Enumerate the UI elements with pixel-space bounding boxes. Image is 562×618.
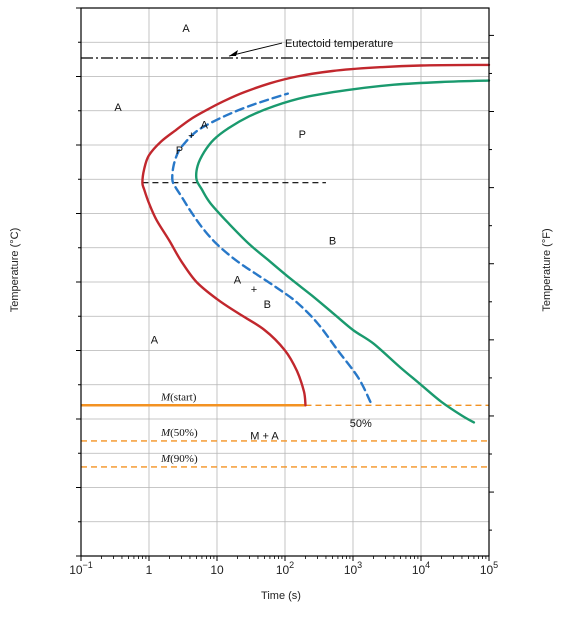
martensite-symbol: M — [160, 391, 171, 403]
martensite-qualifier: (start) — [170, 391, 197, 403]
martensite-m90-label: M(90%) — [160, 453, 198, 465]
martensite-start-label: M(start) — [160, 391, 197, 403]
labels-layer: 10−1 1 10 102 103 104 105M(start)M(50%)M(90%)E… — [69, 23, 498, 577]
x-tick-label: 105 — [480, 560, 498, 577]
x-tick-base: 10 — [276, 563, 290, 577]
region-label: 50% — [350, 418, 372, 430]
region-label: P — [176, 145, 183, 157]
x-tick-label: 10 — [210, 563, 224, 577]
eutectoid-pointer-arrowhead — [229, 50, 238, 56]
grid-layer — [80, 8, 490, 556]
region-label: A — [234, 274, 242, 286]
x-tick-exponent: 4 — [425, 560, 430, 570]
martensite-symbol: M — [160, 427, 171, 439]
x-tick-exponent: −1 — [83, 560, 93, 570]
left-y-axis-title: Temperature (°C) — [9, 228, 21, 312]
x-tick-exponent: 2 — [289, 560, 294, 570]
x-tick-base: 10 — [69, 563, 83, 577]
martensite-qualifier: (50%) — [170, 427, 198, 439]
x-tick-base: 1 — [146, 563, 153, 577]
x-tick-base: 10 — [480, 563, 494, 577]
x-tick-label: 10−1 — [69, 560, 93, 577]
region-label: P — [299, 129, 306, 141]
lines-layer — [81, 57, 491, 468]
region-label: A — [201, 120, 209, 132]
x-tick-label: 102 — [276, 560, 294, 577]
x-tick-base: 10 — [412, 563, 426, 577]
region-label: B — [329, 235, 336, 247]
martensite-symbol: M — [160, 453, 171, 465]
right-y-axis-title: Temperature (°F) — [541, 228, 553, 311]
region-label: B — [264, 299, 271, 311]
x-tick-exponent: 3 — [357, 560, 362, 570]
region-label: A — [151, 335, 159, 347]
eutectoid-pointer-line — [228, 42, 283, 57]
x-tick-label: 103 — [344, 560, 362, 577]
region-label: A — [182, 23, 190, 35]
region-label: + — [251, 284, 257, 296]
region-label: + — [188, 130, 194, 142]
axes-layer — [76, 7, 494, 561]
martensite-qualifier: (90%) — [170, 453, 198, 465]
x-tick-label: 1 — [146, 563, 153, 577]
x-tick-base: 10 — [210, 563, 224, 577]
x-tick-label: 104 — [412, 560, 430, 577]
x-axis-title: Time (s) — [261, 590, 301, 602]
curve-start — [141, 63, 491, 407]
curve-50pct — [171, 92, 372, 404]
x-tick-base: 10 — [344, 563, 358, 577]
region-label: M + A — [250, 431, 279, 443]
martensite-m50-label: M(50%) — [160, 427, 198, 439]
curve-end — [195, 79, 491, 424]
region-label: A — [114, 102, 122, 114]
x-tick-exponent: 5 — [493, 560, 498, 570]
eutectoid-label: Eutectoid temperature — [285, 38, 393, 50]
